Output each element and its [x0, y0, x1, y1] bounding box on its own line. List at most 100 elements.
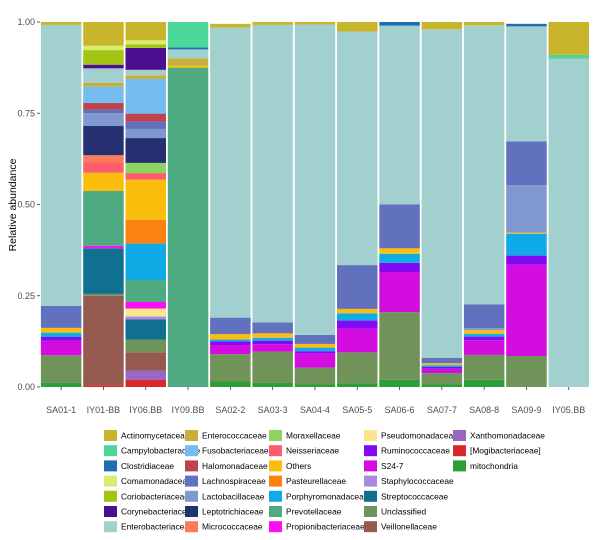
x-tick-label-sa09-9: SA09-9: [511, 405, 541, 415]
segment-sa08-8-mitochondria: [463, 379, 505, 387]
y-tick-label-0-50: 0.50: [17, 200, 35, 210]
segment-iy06-bb-prevotellaceae: [125, 280, 166, 302]
segment-iy06-bb-xanthomonadaceae: [125, 370, 166, 380]
legend-label: Fusobacteriaceae: [202, 446, 269, 456]
segment-sa01-1-actinomycetaceae: [40, 22, 82, 25]
segment-sa07-7-porphyromonadaceae: [421, 365, 463, 367]
segment-sa03-3-enterobacteriaceae: [252, 24, 293, 323]
segment-iy06-bb-others: [125, 179, 166, 220]
legend-swatch: [104, 475, 117, 487]
segment-iy01-bb-enterobacteriaceae: [83, 68, 124, 83]
legend-item-ruminococcaceae: Ruminococcaceae: [364, 445, 450, 457]
bar-sa02-2: [210, 23, 251, 387]
legend-label: Enterococcaceae: [202, 431, 267, 441]
segment-sa06-6-enterobacteriaceae: [379, 25, 420, 205]
segment-sa03-3-mitochondria: [252, 382, 293, 387]
segment-sa04-4-porphyromonadaceae: [294, 347, 336, 352]
segment-iy01-bb-others: [83, 172, 124, 191]
legend-swatch: [364, 460, 377, 472]
segment-sa04-4-s24-7: [294, 353, 336, 368]
segment-sa01-1-lachnospiraceae: [40, 305, 82, 328]
legend-swatch: [185, 506, 198, 517]
segment-iy09-bb-clostridiaceae: [167, 47, 209, 50]
bar-sa01-1: [40, 22, 82, 387]
segment-iy01-bb-lachnospiraceae: [83, 109, 124, 114]
x-tick-label-sa03-3: SA03-3: [258, 405, 288, 415]
segment-sa05-5-mitochondria: [337, 383, 378, 387]
legend-label: S24-7: [381, 461, 404, 471]
legend-item-corynebacteriaceae: Corynebacteriaceae: [104, 506, 196, 517]
legend-label: Halomonadaceae: [202, 461, 268, 471]
segment-sa07-7-mitochondria: [421, 384, 463, 387]
segment-iy06-bb-streptococcaceae: [125, 319, 166, 340]
legend-label: Micrococcaceae: [202, 522, 263, 532]
segment-sa09-9-porphyromonadaceae: [506, 233, 547, 256]
segment-sa08-8-porphyromonadaceae: [463, 333, 505, 337]
segment-sa04-4-lachnospiraceae: [294, 334, 336, 344]
legend-swatch: [364, 445, 377, 457]
legend-swatch: [453, 430, 466, 441]
segment-iy01-bb-prevotellaceae: [83, 190, 124, 246]
segment-sa06-6-unclassified: [379, 312, 420, 380]
segment-sa01-1-unclassified: [40, 355, 82, 383]
segment-sa05-5-others: [337, 308, 378, 314]
segment-sa06-6-mitochondria: [379, 379, 420, 387]
segment-sa09-9-clostridiaceae: [506, 23, 547, 27]
legend-swatch: [185, 460, 198, 472]
y-axis-title: Relative abundance: [7, 158, 19, 251]
legend-item-fusobacteriaceae: Fusobacteriaceae: [185, 445, 269, 457]
legend-label: Lactobacillaceae: [202, 491, 265, 501]
segment-sa09-9-enterobacteriaceae: [506, 26, 547, 142]
legend-item-mogibacteriaceae: [Mogibacteriaceae]: [453, 445, 541, 457]
bar-sa08-8: [463, 22, 505, 387]
legend-label: Pseudomonadaceae: [381, 431, 458, 441]
segment-sa04-4-mitochondria: [294, 384, 336, 387]
legend: Actinomycetaceae Campylobacteraceae Clostr…: [104, 430, 545, 533]
legend-swatch: [185, 521, 198, 533]
segment-sa03-3-porphyromonadaceae: [252, 337, 293, 341]
segment-iy09-bb-prevotellaceae: [167, 67, 209, 388]
legend-swatch: [269, 430, 282, 441]
legend-swatch: [364, 430, 377, 441]
segment-sa09-9-others: [506, 232, 547, 234]
segment-sa07-7-unclassified: [421, 373, 463, 385]
segment-iy09-bb-enterococcaceae: [167, 58, 209, 66]
legend-swatch: [269, 521, 282, 533]
axes-layer: Relative abundance SA01-1 IY01-BB IY06.BB I…: [7, 17, 585, 415]
segment-iy06-bb-pseudomonadaceae: [125, 308, 166, 317]
legend-item-lactobacillaceae: Lactobacillaceae: [185, 490, 265, 502]
y-tick-label-0-25: 0.25: [17, 291, 35, 301]
legend-label: Streptococcaceae: [381, 491, 448, 501]
segment-iy06-bb-propionibacteriaceae: [125, 301, 166, 309]
segment-sa08-8-lactobacillaceae: [463, 328, 505, 331]
segment-sa08-8-actinomycetaceae: [463, 22, 505, 26]
segment-sa05-5-s24-7: [337, 328, 378, 353]
legend-item-enterococcaceae: Enterococcaceae: [185, 430, 267, 441]
legend-item-coriobacteriaceae: Coriobacteriaceae: [104, 490, 189, 502]
legend-swatch: [104, 506, 117, 517]
segment-iy06-bb-enterococcaceae: [125, 75, 166, 79]
legend-label: Comamonadaceae: [121, 476, 192, 486]
segment-sa05-5-unclassified: [337, 352, 378, 384]
segment-iy09-bb-others: [167, 65, 209, 68]
x-tick-label-iy06-bb: IY06.BB: [129, 405, 162, 415]
legend-label: Porphyromonadaceae: [286, 491, 369, 501]
y-tick-label-1-00: 1.00: [17, 17, 35, 27]
segment-sa02-2-actinomycetaceae: [210, 23, 251, 28]
segment-iy06-bb-halomonadaceae: [125, 113, 166, 122]
legend-item-clostridiaceae: Clostridiaceae: [104, 460, 174, 472]
segment-iy06-bb-unclassified: [125, 339, 166, 353]
segment-iy09-bb-enterobacteriaceae: [167, 49, 209, 59]
segment-sa03-3-ruminococcaceae: [252, 340, 293, 345]
legend-item-comamonadaceae: Comamonadaceae: [104, 475, 192, 487]
legend-swatch: [185, 445, 198, 457]
legend-item-actinomycetaceae: Actinomycetaceae: [104, 430, 190, 441]
legend-item-s24-7: S24-7: [364, 460, 404, 472]
segment-iy06-bb-corynebacteriaceae: [125, 47, 166, 70]
segment-iy09-bb-campylobacteraceae: [167, 22, 209, 48]
bar-sa05-5: [337, 22, 378, 387]
x-tick-label-sa07-7: SA07-7: [427, 405, 457, 415]
segment-iy01-bb-halomonadaceae: [83, 103, 124, 110]
segment-sa02-2-s24-7: [210, 345, 251, 355]
legend-swatch: [364, 521, 377, 533]
